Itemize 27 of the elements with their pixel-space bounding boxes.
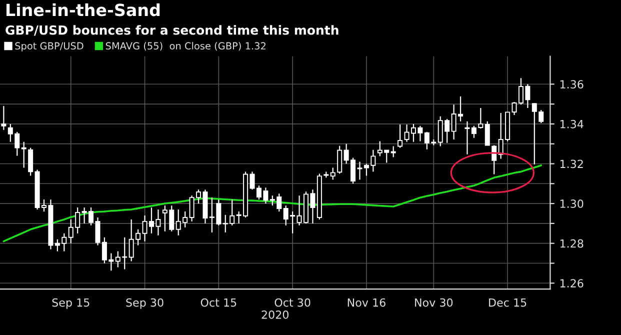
x-tick-label: Dec 15 [489,298,526,307]
candlestick [484,120,490,146]
candlestick [464,120,470,155]
candlestick [1,105,6,130]
candlestick [398,124,403,148]
line-series [2,164,542,242]
chart-title: Line-in-the-Sand [6,3,160,16]
candlestick [492,144,497,175]
y-tick-label: 1.32 [560,160,583,168]
y-tick-label: 1.28 [560,239,584,248]
legend-label: Spot GBP/USD [15,42,84,52]
x-tick-label: Nov 30 [415,298,453,307]
candlestick [21,141,26,168]
x-tick-label: Oct 15 [200,298,236,307]
y-tick-label: 1.26 [560,279,584,288]
x-tick-label: Oct 30 [274,298,310,307]
x-tick-label: Sep 30 [126,298,164,309]
x-tick-label: Nov 16 [348,298,386,307]
candlestick [390,146,396,158]
legend-label: SMAVG (55) on Close (GBP) 1.32 [106,42,266,51]
x-axis-title: 2020 [262,310,289,319]
x-tick-label: Sep 15 [52,298,90,309]
y-tick-label: 1.34 [560,120,584,128]
chart-subtitle: GBP/USD bounces for a second time this month [6,25,338,36]
candlestick [28,147,34,176]
y-tick-label: 1.36 [560,80,584,89]
y-tick-label: 1.30 [560,200,584,208]
